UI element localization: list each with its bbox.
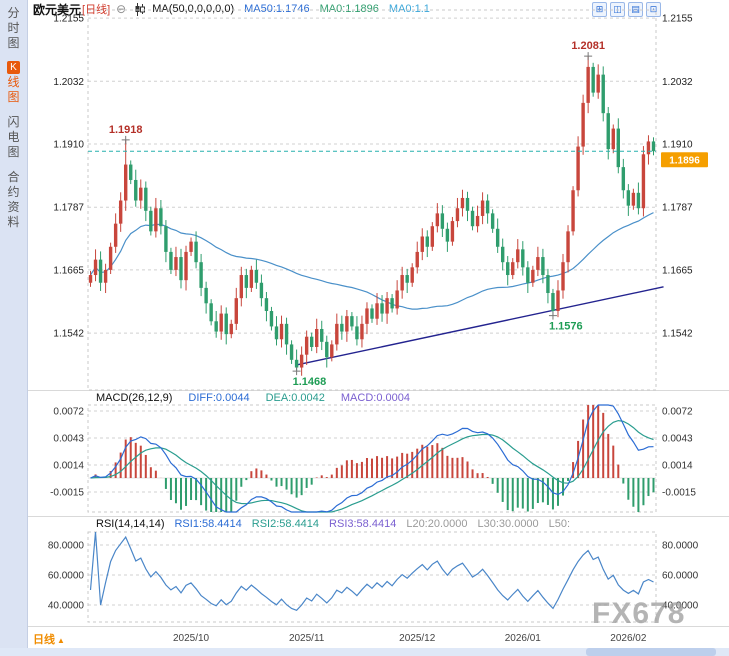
rsi-l50-value: L50:: [548, 517, 571, 530]
sidebar-item-label: 闪电图: [7, 115, 20, 159]
svg-text:2025/12: 2025/12: [399, 633, 436, 644]
svg-text:1.2032: 1.2032: [662, 77, 693, 88]
svg-text:1.1542: 1.1542: [53, 329, 84, 340]
svg-text:60.0000: 60.0000: [662, 571, 699, 582]
svg-text:1.1787: 1.1787: [662, 203, 693, 214]
macd-panel: [88, 404, 656, 513]
svg-text:1.1896: 1.1896: [669, 156, 700, 167]
main-price-panel: [88, 56, 664, 376]
rsi3-value: RSI3:58.4414: [329, 517, 397, 530]
sidebar: 分时图 K 线图 闪电图 合约资料: [0, 0, 28, 648]
svg-text:2025/10: 2025/10: [173, 633, 210, 644]
svg-text:1.1910: 1.1910: [662, 140, 693, 151]
sidebar-item-label: 合约资料: [7, 170, 20, 229]
current-price-badge: [661, 152, 708, 168]
rsi-header: RSI(14,14,14) RSI1:58.4414 RSI2:58.4414 …: [28, 516, 729, 530]
macd-hist-value: MACD:0.0004: [340, 391, 410, 404]
ma0-value-1: MA0:1.1896: [319, 3, 379, 15]
svg-text:1.1542: 1.1542: [662, 329, 693, 340]
svg-text:40.0000: 40.0000: [662, 601, 699, 612]
svg-text:2026/01: 2026/01: [505, 633, 542, 644]
svg-text:40.0000: 40.0000: [48, 601, 85, 612]
macd-indicator-label: MACD(26,12,9): [96, 391, 173, 404]
collapse-icon[interactable]: ⊖: [116, 2, 127, 16]
svg-text:80.0000: 80.0000: [48, 541, 85, 552]
rsi1-value: RSI1:58.4414: [174, 517, 242, 530]
ma50-value: MA50:1.1746: [244, 3, 310, 15]
time-axis-row: 日线 ▲: [28, 626, 729, 649]
svg-text:2025/11: 2025/11: [289, 633, 325, 644]
sidebar-item-contract-info[interactable]: 合约资料: [7, 170, 21, 230]
svg-text:0.0043: 0.0043: [53, 433, 84, 444]
svg-text:1.2155: 1.2155: [662, 14, 693, 25]
svg-text:1.2032: 1.2032: [53, 77, 84, 88]
svg-text:1.1910: 1.1910: [53, 140, 84, 151]
rsi2-value: RSI2:58.4414: [251, 517, 320, 530]
ma-settings-label: MA(50,0,0,0,0,0): [152, 3, 235, 15]
rsi-l30-value: L30:30.0000: [477, 517, 539, 530]
horizontal-scrollbar[interactable]: [0, 648, 729, 656]
ma0-value-2: MA0:1.1: [388, 3, 430, 15]
sidebar-item-label: 线图: [7, 75, 20, 104]
macd-diff-value: DIFF:0.0044: [188, 391, 250, 404]
kline-badge: K: [7, 61, 20, 74]
sidebar-item-time-chart[interactable]: 分时图: [7, 6, 21, 51]
svg-text:1.2081: 1.2081: [571, 40, 605, 52]
svg-text:1.1787: 1.1787: [53, 203, 84, 214]
svg-text:2026/02: 2026/02: [610, 633, 647, 644]
svg-text:1.1918: 1.1918: [109, 124, 143, 136]
svg-text:1.1665: 1.1665: [662, 265, 693, 276]
sidebar-item-label: 分时图: [7, 6, 20, 50]
svg-text:0.0072: 0.0072: [662, 406, 693, 417]
svg-text:60.0000: 60.0000: [48, 571, 85, 582]
svg-text:0.0043: 0.0043: [662, 433, 693, 444]
svg-text:-0.0015: -0.0015: [50, 487, 84, 498]
timeframe-dropdown-label: 日线: [33, 634, 55, 646]
svg-text:1.2155: 1.2155: [53, 14, 84, 25]
symbol-title: 欧元美元: [33, 2, 82, 17]
svg-text:-0.0015: -0.0015: [662, 487, 696, 498]
rsi-panel: [89, 531, 654, 611]
svg-text:0.0014: 0.0014: [53, 460, 84, 471]
timeframe-dropdown[interactable]: 日线 ▲: [33, 631, 65, 647]
rsi-l20-value: L20:20.0000: [406, 517, 468, 530]
scrollbar-thumb[interactable]: [586, 648, 716, 656]
axis-labels: 1.2155 1.2155 1.2032 1.2032 1.1910 1.1910 1.17…: [48, 14, 699, 644]
rsi-indicator-label: RSI(14,14,14): [96, 517, 165, 530]
svg-text:1.1468: 1.1468: [293, 376, 327, 388]
chevron-up-icon: ▲: [57, 636, 65, 645]
svg-text:1.1576: 1.1576: [549, 321, 583, 333]
svg-text:0.0014: 0.0014: [662, 460, 693, 471]
chart-canvas[interactable]: 1.2155 1.2155 1.2032 1.2032 1.1910 1.1910 1.17…: [28, 0, 729, 648]
macd-header: MACD(26,12,9) DIFF:0.0044 DEA:0.0042 MAC…: [28, 390, 729, 404]
kline-indicator-icon[interactable]: [135, 2, 146, 16]
annotations: 1.1896 1.1918 1.1468 1.1576 1.2081: [109, 40, 708, 388]
sidebar-item-kline-chart[interactable]: K 线图: [7, 61, 21, 105]
sidebar-item-lightning-chart[interactable]: 闪电图: [7, 115, 21, 160]
svg-text:0.0072: 0.0072: [53, 406, 84, 417]
svg-text:1.1665: 1.1665: [53, 265, 84, 276]
macd-dea-value: DEA:0.0042: [265, 391, 325, 404]
svg-text:80.0000: 80.0000: [662, 541, 699, 552]
